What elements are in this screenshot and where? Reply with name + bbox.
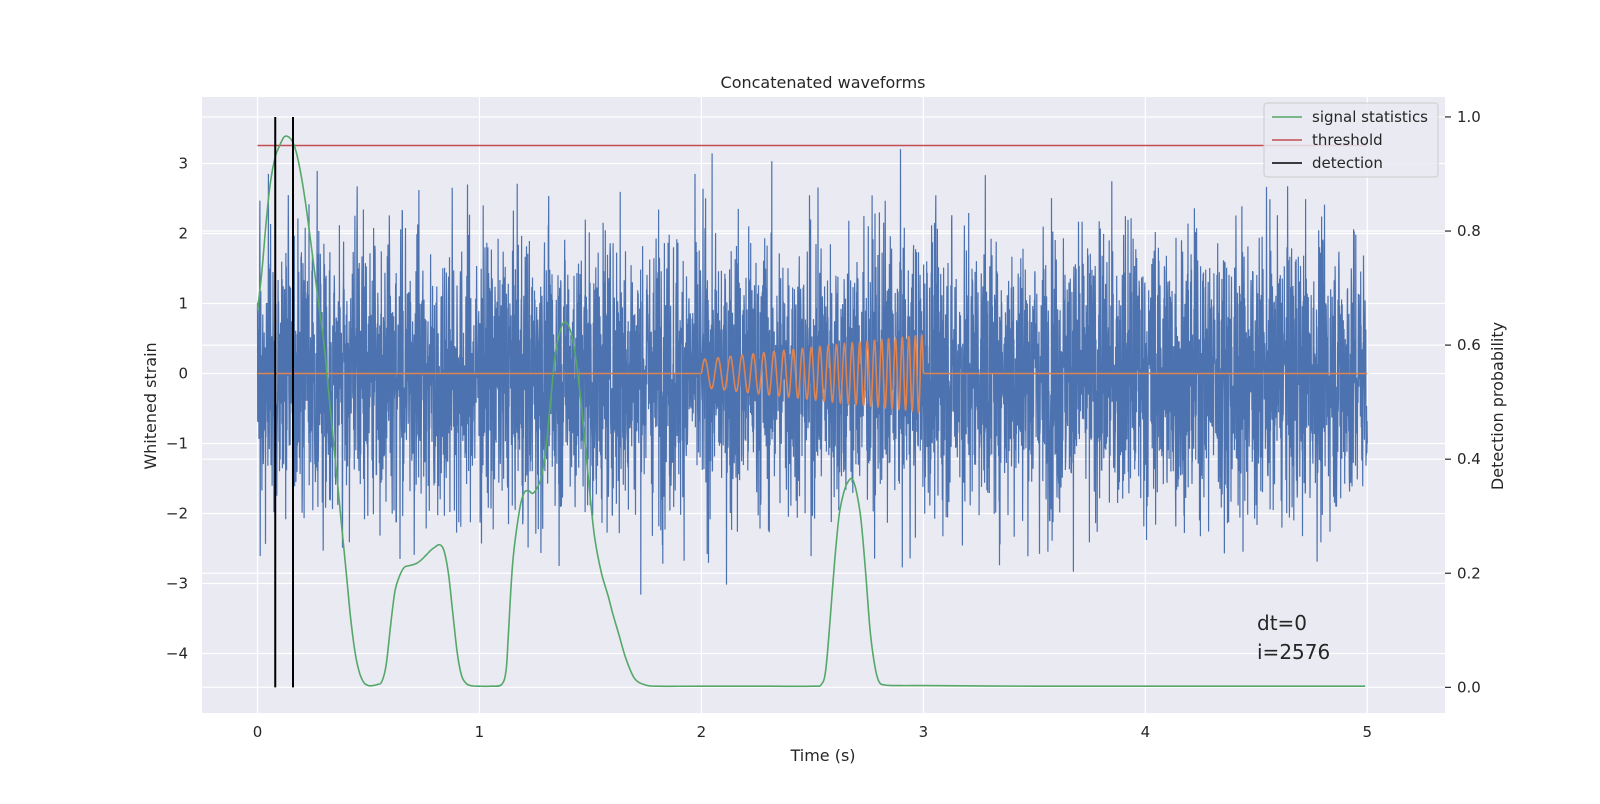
y2-tick-label: 0.2 <box>1457 564 1481 582</box>
x-tick-label: 4 <box>1141 723 1151 741</box>
signal-statistics-line <box>256 135 1366 688</box>
y-tick-label: 3 <box>178 155 188 173</box>
y-tick-label: 1 <box>178 295 188 313</box>
y-axis-label: Whitened strain <box>141 342 160 469</box>
y-tick-label: −3 <box>166 575 188 593</box>
x-tick-label: 1 <box>475 723 485 741</box>
x-tick-label: 2 <box>697 723 707 741</box>
y-tick-label: 0 <box>178 365 188 383</box>
y2-tick-label: 0.8 <box>1457 222 1481 240</box>
y-tick-label: −1 <box>166 435 188 453</box>
detection-lines <box>274 116 295 688</box>
x-tick-label: 5 <box>1363 723 1373 741</box>
noise-series-line <box>256 149 1368 595</box>
x-tick-label: 3 <box>919 723 929 741</box>
annotation-index: i=2576 <box>1257 640 1330 664</box>
y2-tick-label: 0.0 <box>1457 678 1481 696</box>
annotation-dt: dt=0 <box>1257 611 1307 635</box>
y-axis-ticks: −4 −3 −2 −1 0 1 2 3 <box>166 155 188 663</box>
legend-label-threshold: threshold <box>1312 131 1383 149</box>
y-tick-label: 2 <box>178 225 188 243</box>
y-tick-label: −4 <box>166 645 188 663</box>
y2-tick-label: 0.6 <box>1457 336 1481 354</box>
legend: signal statistics threshold detection <box>1263 102 1439 178</box>
legend-label-detection: detection <box>1312 154 1383 172</box>
legend-label-signal-statistics: signal statistics <box>1312 108 1428 126</box>
y2-tick-label: 1.0 <box>1457 108 1481 126</box>
x-tick-label: 0 <box>253 723 263 741</box>
y2-tick-label: 0.4 <box>1457 450 1481 468</box>
y-tick-label: −2 <box>166 505 188 523</box>
y2-axis-label: Detection probability <box>1488 322 1507 490</box>
legend-box <box>1263 102 1439 178</box>
x-axis-ticks: 0 1 2 3 4 5 <box>253 723 1372 741</box>
y2-axis-ticks: 0.0 0.2 0.4 0.6 0.8 1.0 <box>1445 108 1481 696</box>
x-axis-label: Time (s) <box>789 746 855 765</box>
chirp-series-line <box>257 333 1368 415</box>
chart-title: Concatenated waveforms <box>721 73 926 92</box>
